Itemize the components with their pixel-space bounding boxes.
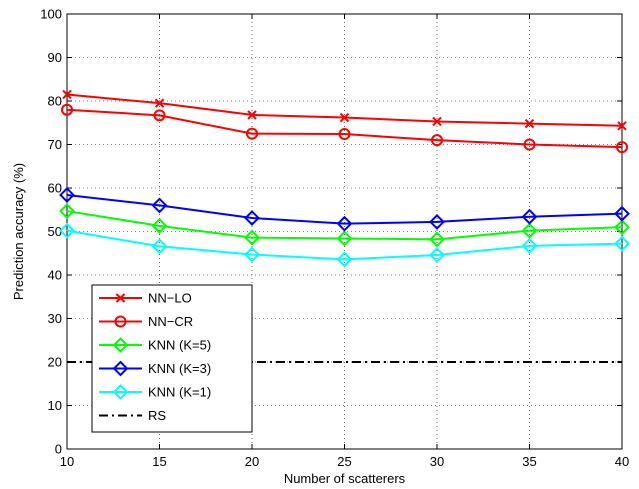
series-line — [66, 210, 623, 241]
data-point-stroke — [154, 98, 165, 108]
legend-marker — [115, 293, 126, 303]
legend-marker — [112, 360, 129, 377]
data-point — [614, 235, 630, 252]
data-point — [59, 203, 75, 219]
series-1 — [61, 103, 628, 154]
x-tick-label: 30 — [430, 454, 444, 469]
data-point — [62, 89, 72, 100]
y-tick-label: 50 — [48, 224, 62, 239]
data-point — [151, 197, 168, 214]
series-3 — [59, 187, 630, 232]
legend-entry: KNN (K=1) — [99, 384, 211, 400]
y-tick-label: 100 — [40, 7, 62, 22]
series-0 — [62, 89, 627, 131]
legend-label: RS — [148, 408, 166, 423]
data-point — [61, 103, 73, 116]
x-axis-title: Number of scatterers — [284, 471, 406, 486]
data-point — [429, 214, 445, 230]
data-point — [244, 229, 260, 246]
y-tick-label: 80 — [48, 94, 62, 109]
legend-label: KNN (K=1) — [148, 385, 211, 400]
data-point — [521, 237, 538, 254]
data-point — [247, 110, 257, 120]
data-point — [432, 116, 442, 127]
legend-entry: NN−CR — [99, 314, 193, 329]
data-point — [59, 222, 75, 239]
series-4 — [59, 222, 630, 268]
data-point — [153, 109, 166, 122]
data-point — [524, 118, 535, 129]
y-tick-label: 90 — [48, 50, 62, 65]
data-point — [246, 127, 258, 140]
legend-marker — [112, 384, 129, 400]
data-point — [336, 215, 353, 232]
legend-label: KNN (K=3) — [148, 361, 211, 376]
data-point-stroke — [247, 110, 257, 120]
legend-marker — [112, 337, 129, 353]
y-axis-title: Prediction accuracy (%) — [11, 163, 26, 300]
data-point — [59, 187, 75, 203]
legend-box — [91, 284, 253, 433]
data-point-stroke — [617, 121, 627, 131]
legend-entry: RS — [99, 408, 166, 423]
series-line — [66, 229, 623, 261]
x-tick-label: 15 — [152, 454, 166, 469]
legend-label: NN−LO — [148, 291, 192, 306]
legend-label: KNN (K=5) — [148, 338, 211, 353]
data-point — [244, 210, 260, 226]
legend-entry: KNN (K=5) — [99, 337, 211, 353]
data-point — [521, 222, 538, 239]
data-point — [336, 251, 353, 268]
data-point — [616, 141, 628, 154]
data-point-stroke — [432, 116, 442, 127]
data-point — [339, 112, 350, 123]
legend-label: NN−CR — [148, 314, 193, 329]
series-group — [59, 89, 630, 363]
x-tick-label: 35 — [522, 454, 536, 469]
x-tick-label: 25 — [337, 454, 351, 469]
data-point — [614, 219, 630, 236]
data-point — [523, 138, 536, 151]
y-tick-label: 20 — [48, 355, 62, 370]
data-point — [431, 134, 443, 147]
legend-entry: KNN (K=3) — [99, 360, 211, 377]
data-point-stroke — [62, 89, 72, 100]
data-point — [429, 231, 445, 248]
data-point — [614, 205, 630, 222]
data-point — [336, 230, 353, 247]
legend-marker — [114, 315, 127, 328]
y-tick-label: 40 — [48, 268, 62, 283]
data-point — [617, 121, 627, 131]
legend: NN−LO NN−CR KNN (K=5) KNN (K=3) KNN (K=1) RS — [91, 284, 253, 433]
data-point-stroke — [524, 118, 535, 129]
data-point — [429, 247, 445, 263]
data-point — [244, 246, 260, 263]
y-tick-label: 10 — [48, 398, 62, 413]
data-point — [151, 217, 168, 234]
data-point — [338, 128, 351, 141]
x-tick-label: 40 — [615, 454, 629, 469]
x-tick-label: 10 — [60, 454, 74, 469]
series-line — [66, 193, 623, 225]
data-point — [521, 208, 538, 225]
series-2 — [59, 203, 630, 248]
y-tick-label: 0 — [55, 442, 62, 457]
legend-entry: NN−LO — [99, 291, 192, 306]
y-tick-label: 30 — [48, 311, 62, 326]
legend-marker-stroke — [115, 293, 126, 303]
data-point — [154, 98, 165, 108]
y-tick-label: 60 — [48, 181, 62, 196]
data-point — [151, 238, 168, 255]
data-point-stroke — [339, 112, 350, 123]
series-line — [66, 108, 623, 149]
x-tick-label: 20 — [245, 454, 259, 469]
y-tick-label: 70 — [48, 137, 62, 152]
